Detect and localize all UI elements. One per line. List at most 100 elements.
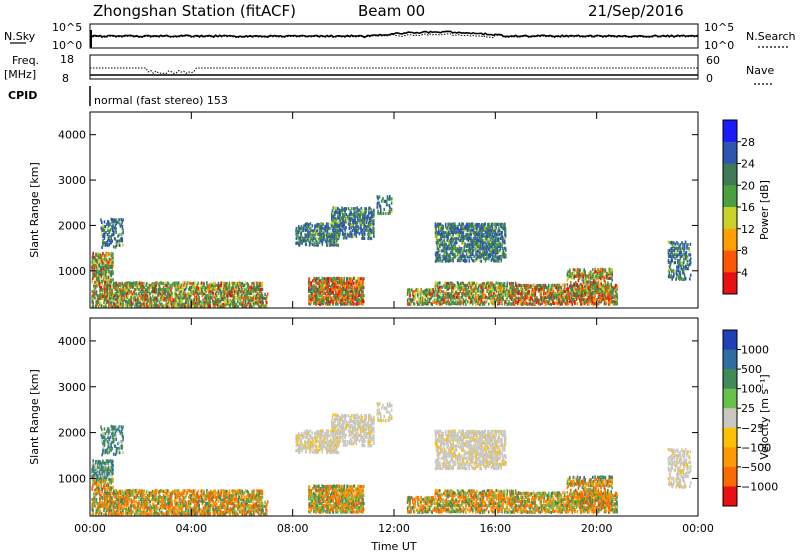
scatter-cell: [536, 284, 539, 288]
scatter-cell: [164, 283, 167, 287]
scatter-cell: [358, 298, 361, 302]
scatter-cell: [471, 253, 473, 257]
nsky-tick-bottom: 10^0: [52, 39, 82, 52]
scatter-cell: [216, 302, 218, 307]
scatter-cell: [208, 289, 211, 294]
scatter-cell: [228, 281, 231, 285]
scatter-cell: [106, 280, 108, 284]
scatter-cell: [476, 234, 479, 238]
scatter-cell: [431, 288, 433, 292]
scatter-cell: [344, 207, 347, 211]
scatter-cell: [215, 294, 218, 298]
scatter-cell: [435, 227, 437, 231]
scatter-cell: [406, 292, 409, 296]
scatter-cell: [510, 294, 512, 298]
scatter-cell: [531, 290, 533, 294]
scatter-cell: [458, 230, 461, 234]
scatter-cell: [450, 293, 453, 297]
scatter-cell: [568, 301, 570, 305]
scatter-cell: [168, 304, 171, 308]
scatter-cell: [581, 300, 584, 304]
scatter-cell: [237, 291, 240, 296]
scatter-cell: [429, 290, 431, 294]
scatter-cell: [470, 228, 472, 232]
scatter-cell: [105, 284, 108, 288]
scatter-cell: [468, 281, 471, 285]
scatter-cell: [476, 237, 479, 241]
scatter-cell: [478, 225, 481, 229]
scatter-cell: [613, 302, 616, 306]
scatter-cell: [497, 298, 499, 302]
scatter-cell: [233, 302, 236, 306]
scatter-cell: [443, 232, 445, 236]
scatter-cell: [573, 271, 575, 275]
scatter-cell: [320, 298, 323, 302]
scatter-cell: [115, 304, 117, 308]
scatter-cell: [96, 284, 98, 288]
scatter-cell: [251, 300, 253, 304]
scatter-cell: [557, 292, 560, 296]
scatter-cell: [335, 291, 337, 295]
scatter-cell: [181, 296, 183, 300]
scatter-cell: [101, 220, 103, 224]
freq-tick-top: 18: [60, 53, 74, 66]
scatter-cell: [228, 285, 231, 290]
scatter-cell: [103, 294, 105, 298]
scatter-cell: [475, 231, 477, 235]
scatter-cell: [309, 283, 312, 287]
scatter-cell: [95, 284, 97, 288]
scatter-cell: [501, 230, 503, 235]
scatter-cell: [492, 256, 494, 261]
scatter-cell: [465, 232, 467, 237]
scatter-cell: [479, 300, 481, 304]
scatter-cell: [432, 288, 434, 292]
scatter-cell: [427, 288, 430, 292]
scatter-cell: [237, 295, 239, 300]
scatter-cell: [452, 289, 455, 293]
scatter-cell: [150, 296, 152, 300]
scatter-cell: [116, 304, 118, 308]
scatter-cell: [491, 281, 493, 285]
scatter-cell: [475, 242, 477, 247]
scatter-cell: [313, 302, 315, 306]
scatter-cell: [167, 291, 169, 296]
scatter-cell: [373, 208, 375, 212]
scatter-cell: [101, 292, 104, 296]
scatter-cell: [331, 296, 334, 300]
scatter-cell: [229, 290, 232, 294]
scatter-cell: [367, 225, 369, 229]
scatter-cell: [331, 300, 334, 304]
scatter-cell: [159, 302, 162, 306]
scatter-cell: [504, 227, 507, 231]
scatter-cell: [483, 296, 486, 300]
scatter-cell: [103, 271, 105, 276]
scatter-cell: [338, 287, 340, 291]
scatter-cell: [318, 285, 320, 289]
scatter-cell: [202, 302, 204, 306]
scatter-cell: [481, 228, 483, 232]
scatter-cell: [492, 294, 494, 298]
scatter-cell: [514, 289, 516, 293]
scatter-cell: [509, 289, 512, 293]
scatter-cell: [501, 288, 503, 292]
scatter-cell: [261, 294, 264, 298]
scatter-cell: [205, 300, 207, 304]
scatter-cell: [494, 259, 497, 263]
scatter-cell: [511, 296, 514, 300]
scatter-cell: [477, 242, 479, 246]
nsky-trace: [89, 30, 699, 48]
scatter-cell: [324, 239, 327, 243]
scatter-cell: [525, 287, 528, 291]
scatter-cell: [486, 228, 488, 233]
scatter-cell: [225, 298, 228, 302]
scatter-cell: [113, 285, 116, 289]
scatter-cell: [435, 241, 438, 245]
scatter-cell: [198, 298, 200, 302]
scatter-cell: [170, 294, 172, 298]
scatter-cell: [460, 254, 462, 258]
scatter-cell: [239, 302, 242, 306]
scatter-cell: [314, 278, 317, 283]
scatter-cell: [346, 214, 349, 218]
scatter-cell: [167, 300, 170, 304]
scatter-cell: [445, 242, 448, 246]
